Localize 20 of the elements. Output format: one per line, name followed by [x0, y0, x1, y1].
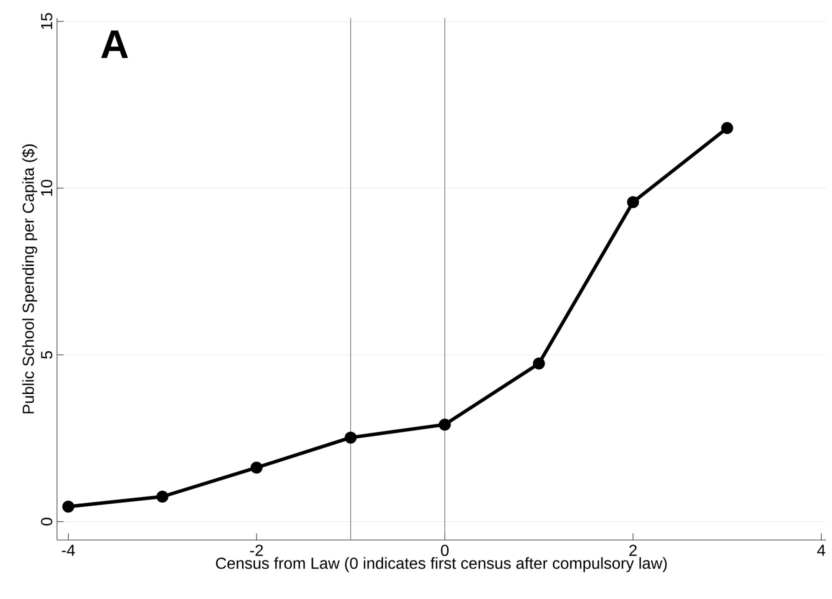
point: [250, 462, 263, 474]
point: [438, 418, 451, 431]
point: [721, 122, 734, 134]
y-axis-title: Public School Spending per Capita ($): [22, 144, 38, 414]
point: [344, 432, 357, 444]
y-tick-label: 10: [40, 180, 52, 196]
point: [156, 490, 168, 503]
x-tick-label: 2: [629, 544, 637, 556]
annotation: A: [101, 30, 128, 58]
x-axis-title: Census from Law (0 indicates first census after compulsory law): [216, 557, 667, 572]
point: [627, 196, 640, 208]
x-tick-label: -4: [62, 544, 75, 556]
x-tick-label: -2: [250, 544, 263, 556]
point: [62, 500, 74, 513]
x-tick-label: 0: [440, 544, 449, 556]
y-tick-label: 0: [40, 518, 52, 526]
point: [532, 358, 545, 370]
x-tick-label: 4: [817, 544, 826, 556]
y-tick-label: 5: [41, 351, 52, 359]
y-tick-label: 15: [41, 13, 52, 30]
